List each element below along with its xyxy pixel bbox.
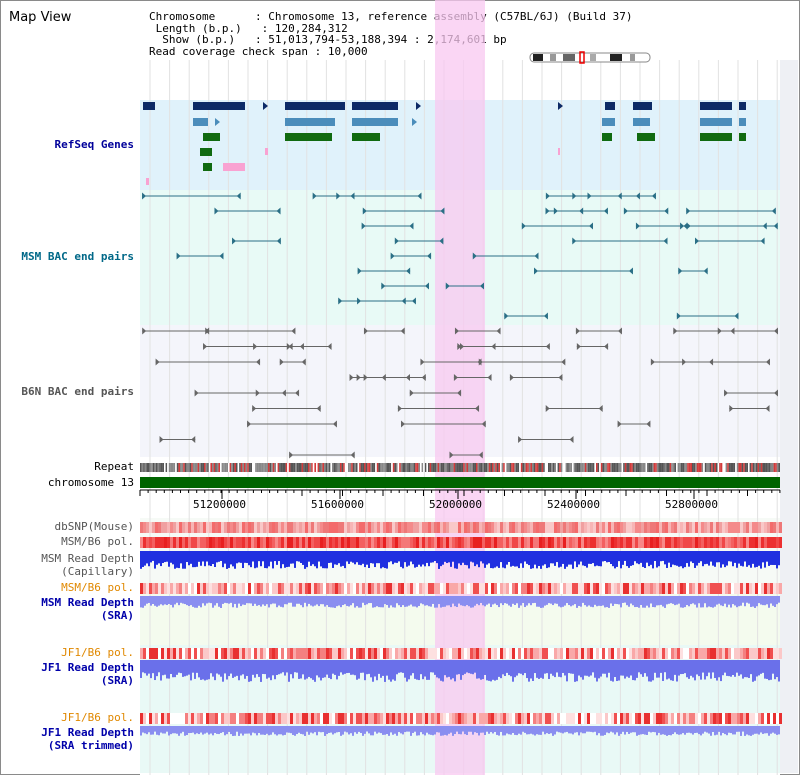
- gene-feature: [739, 102, 746, 110]
- track-label-msm-b6-pol-2[interactable]: MSM/B6 pol.: [61, 581, 134, 594]
- coverage-key: Read coverage check span: [149, 44, 308, 58]
- gene-arrow-icon: [263, 102, 268, 110]
- repeat-track[interactable]: [140, 463, 780, 472]
- axis-tick-label: 52400000: [547, 498, 600, 511]
- track-label-dbsnp[interactable]: dbSNP(Mouse): [54, 520, 134, 533]
- refseq-gene-track[interactable]: [143, 102, 746, 185]
- map-view-title: Map View: [9, 10, 72, 25]
- gene-feature: [352, 118, 398, 126]
- chromosome-info: Chromosome : Chromosome 13, reference as…: [149, 10, 633, 58]
- gene-feature: [352, 102, 398, 110]
- msm-read-depth-sra-track[interactable]: [140, 596, 780, 608]
- track-label-msm-read-depth-sub: (Capillary): [61, 565, 134, 578]
- msm-bac-track[interactable]: [142, 192, 778, 320]
- gene-feature: [633, 102, 652, 110]
- track-label-msm-b6-pol[interactable]: MSM/B6 pol.: [61, 535, 134, 548]
- gene-feature: [223, 163, 245, 171]
- gene-feature: [602, 118, 615, 126]
- gene-feature: [265, 148, 268, 155]
- track-label-jf1-read-depth-sub: (SRA): [100, 674, 134, 687]
- jf1-b6-pol-heat-track-2[interactable]: [140, 713, 782, 724]
- gene-feature: [285, 118, 335, 126]
- gene-feature: [203, 133, 220, 141]
- track-label-refseq[interactable]: RefSeq Genes: [54, 138, 134, 151]
- gene-feature: [146, 178, 149, 185]
- track-label-msm-read-depth-sra[interactable]: MSM Read Depth: [41, 596, 134, 609]
- gene-feature: [143, 102, 155, 110]
- coverage-value: 10,000: [327, 44, 368, 58]
- msm-read-depth-capillary-track[interactable]: [140, 551, 780, 569]
- gene-feature: [200, 148, 212, 156]
- b6n-bac-track[interactable]: [142, 327, 778, 459]
- track-label-jf1-read-depth-2-sub: (SRA trimmed): [47, 739, 134, 752]
- axis-tick-label: 52800000: [665, 498, 718, 511]
- gene-feature: [700, 133, 732, 141]
- gene-feature: [193, 118, 208, 126]
- gene-feature: [700, 118, 732, 126]
- show-key: Show (b.p.): [162, 33, 236, 46]
- highlight-region: [435, 0, 485, 775]
- chromosome-key: Chromosome: [149, 10, 216, 23]
- track-label-b6n-bac[interactable]: B6N BAC end pairs: [21, 385, 134, 398]
- chromosome-bar: [140, 477, 780, 488]
- gene-arrow-icon: [416, 102, 421, 110]
- gene-feature: [193, 102, 245, 110]
- track-label-msm-read-depth[interactable]: MSM Read Depth: [41, 552, 134, 565]
- gene-feature: [633, 118, 650, 126]
- msm-b6-pol-heat-track[interactable]: [140, 537, 782, 548]
- gene-feature: [285, 102, 345, 110]
- jf1-b6-pol-heat-track[interactable]: [140, 648, 782, 659]
- track-label-repeat[interactable]: Repeat: [94, 460, 134, 473]
- gene-feature: [739, 118, 746, 126]
- axis-tick-label: 51600000: [311, 498, 364, 511]
- track-label-msm-read-depth-sra-sub: (SRA): [100, 609, 134, 622]
- track-label-jf1-read-depth-2[interactable]: JF1 Read Depth: [41, 726, 134, 739]
- track-label-jf1-b6-pol-2[interactable]: JF1/B6 pol.: [61, 711, 134, 724]
- gene-feature: [637, 133, 655, 141]
- axis-tick-label: 52000000: [429, 498, 482, 511]
- gene-feature: [558, 148, 560, 155]
- axis-tick-label: 51200000: [193, 498, 246, 511]
- track-label-chromosome[interactable]: chromosome 13: [47, 476, 134, 489]
- axis-ticks: [139, 490, 781, 499]
- length-key: Length (b.p.): [155, 21, 242, 35]
- gene-arrow-icon: [215, 118, 220, 126]
- gene-arrow-icon: [412, 118, 417, 126]
- gene-feature: [700, 102, 732, 110]
- gene-feature: [605, 102, 615, 110]
- gene-arrow-icon: [558, 102, 563, 110]
- gene-feature: [739, 133, 746, 141]
- gene-feature: [352, 133, 380, 141]
- track-label-jf1-b6-pol[interactable]: JF1/B6 pol.: [61, 646, 134, 659]
- gene-feature: [285, 133, 332, 141]
- gene-feature: [203, 163, 212, 171]
- jf1-read-depth-sra-track[interactable]: [140, 660, 780, 682]
- chromosome-ideogram[interactable]: [529, 51, 651, 64]
- dbsnp-heat-track[interactable]: [140, 522, 782, 533]
- msm-b6-pol-heat-track-2[interactable]: [140, 583, 782, 594]
- jf1-read-depth-trimmed-track[interactable]: [140, 726, 780, 736]
- length-value: 120,284,312: [274, 21, 348, 35]
- gene-feature: [602, 133, 612, 141]
- track-label-msm-bac[interactable]: MSM BAC end pairs: [21, 250, 134, 263]
- track-label-jf1-read-depth[interactable]: JF1 Read Depth: [41, 661, 134, 674]
